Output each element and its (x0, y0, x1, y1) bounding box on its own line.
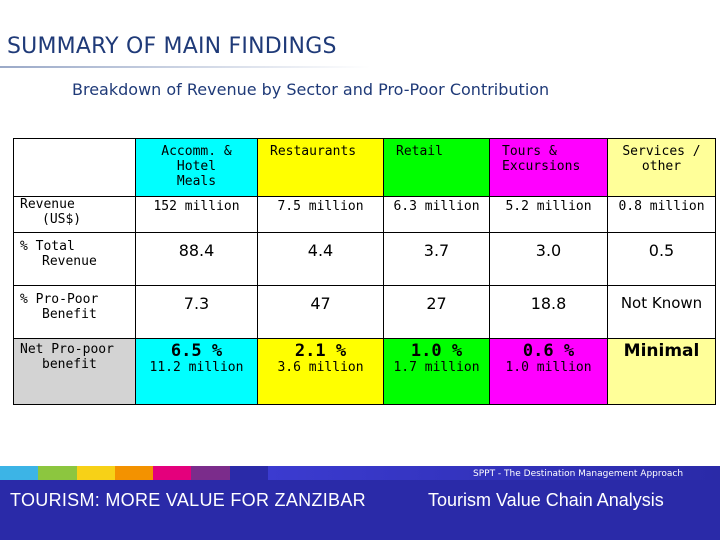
table-row: % Total Revenue 88.4 4.4 3.7 3.0 0.5 (13, 232, 716, 286)
net-benefit-retail: 1.0 % 1.7 million (383, 338, 490, 405)
cell-value: Not Known (607, 285, 716, 339)
page-subtitle: Breakdown of Revenue by Sector and Pro-P… (72, 80, 550, 99)
title-underline (0, 66, 370, 68)
color-stripe (76, 466, 116, 480)
row-label-line1: % Total (20, 239, 75, 254)
cell-value: 0.5 (607, 232, 716, 286)
cell-value: 88.4 (135, 232, 258, 286)
net-benefit-restaurants: 2.1 % 3.6 million (257, 338, 384, 405)
cell-value: 27 (383, 285, 490, 339)
row-label-line1: Net Pro-poor (20, 342, 114, 357)
header-retail: Retail (383, 138, 490, 197)
cell-value: 4.4 (257, 232, 384, 286)
source-caption: SPPT - The Destination Management Approa… (473, 469, 684, 479)
footer-accent-band (268, 466, 720, 480)
header-accommodation: Accomm. & Hotel Meals (135, 138, 258, 197)
color-stripe (191, 466, 231, 480)
footer-right-text: Tourism Value Chain Analysis (428, 490, 664, 510)
footer-left-text: TOURISM: MORE VALUE FOR ZANZIBAR (10, 490, 366, 510)
page-title: SUMMARY OF MAIN FINDINGS (7, 34, 337, 59)
row-label-line2: Benefit (42, 307, 97, 322)
row-label-net-benefit: Net Pro-poor benefit (13, 338, 136, 405)
net-benefit-tours: 0.6 % 1.0 million (489, 338, 608, 405)
color-stripe (114, 466, 155, 480)
cell-value: 18.8 (489, 285, 608, 339)
color-stripe (153, 466, 193, 480)
net-percent: 1.0 % (410, 341, 463, 361)
net-amount: 1.7 million (393, 360, 480, 375)
footer-bar (0, 468, 720, 540)
net-amount: 1.0 million (505, 360, 592, 375)
cell-value: 6.3 million (383, 196, 490, 233)
cell-value: 0.8 million (607, 196, 716, 233)
row-label-line1: % Pro-Poor (20, 292, 99, 307)
cell-value: 7.3 (135, 285, 258, 339)
findings-table: Accomm. & Hotel Meals Restaurants Retail… (13, 138, 716, 405)
net-benefit-services: Minimal (607, 338, 716, 405)
row-label-revenue: Revenue (US$) (13, 196, 136, 233)
row-label-line1: Revenue (20, 197, 75, 213)
net-benefit-accommodation: 6.5 % 11.2 million (135, 338, 258, 405)
color-stripe (0, 466, 40, 480)
row-label-line2: benefit (42, 357, 97, 372)
net-amount: 11.2 million (149, 360, 244, 375)
net-percent: Minimal (623, 341, 700, 361)
net-percent: 2.1 % (294, 341, 347, 361)
color-stripe (38, 466, 78, 480)
net-percent: 6.5 % (170, 341, 223, 361)
row-label-pro-poor-benefit: % Pro-Poor Benefit (13, 285, 136, 339)
net-amount: 3.6 million (277, 360, 364, 375)
table-row: Revenue (US$) 152 million 7.5 million 6.… (13, 196, 716, 233)
cell-value: 152 million (135, 196, 258, 233)
cell-value: 5.2 million (489, 196, 608, 233)
header-services: Services / other (607, 138, 716, 197)
corner-cell (13, 138, 136, 197)
header-tours: Tours & Excursions (489, 138, 608, 197)
row-label-total-revenue: % Total Revenue (13, 232, 136, 286)
table-row: % Pro-Poor Benefit 7.3 47 27 18.8 Not Kn… (13, 285, 716, 339)
row-label-line2: (US$) (42, 212, 82, 227)
header-row: Accomm. & Hotel Meals Restaurants Retail… (13, 138, 716, 197)
cell-value: 47 (257, 285, 384, 339)
cell-value: 3.0 (489, 232, 608, 286)
net-percent: 0.6 % (522, 341, 575, 361)
table-row: Net Pro-poor benefit 6.5 % 11.2 million … (13, 338, 716, 405)
color-stripe (229, 466, 269, 480)
cell-value: 7.5 million (257, 196, 384, 233)
cell-value: 3.7 (383, 232, 490, 286)
header-restaurants: Restaurants (257, 138, 384, 197)
color-stripe-band (0, 466, 269, 480)
row-label-line2: Revenue (42, 254, 97, 269)
